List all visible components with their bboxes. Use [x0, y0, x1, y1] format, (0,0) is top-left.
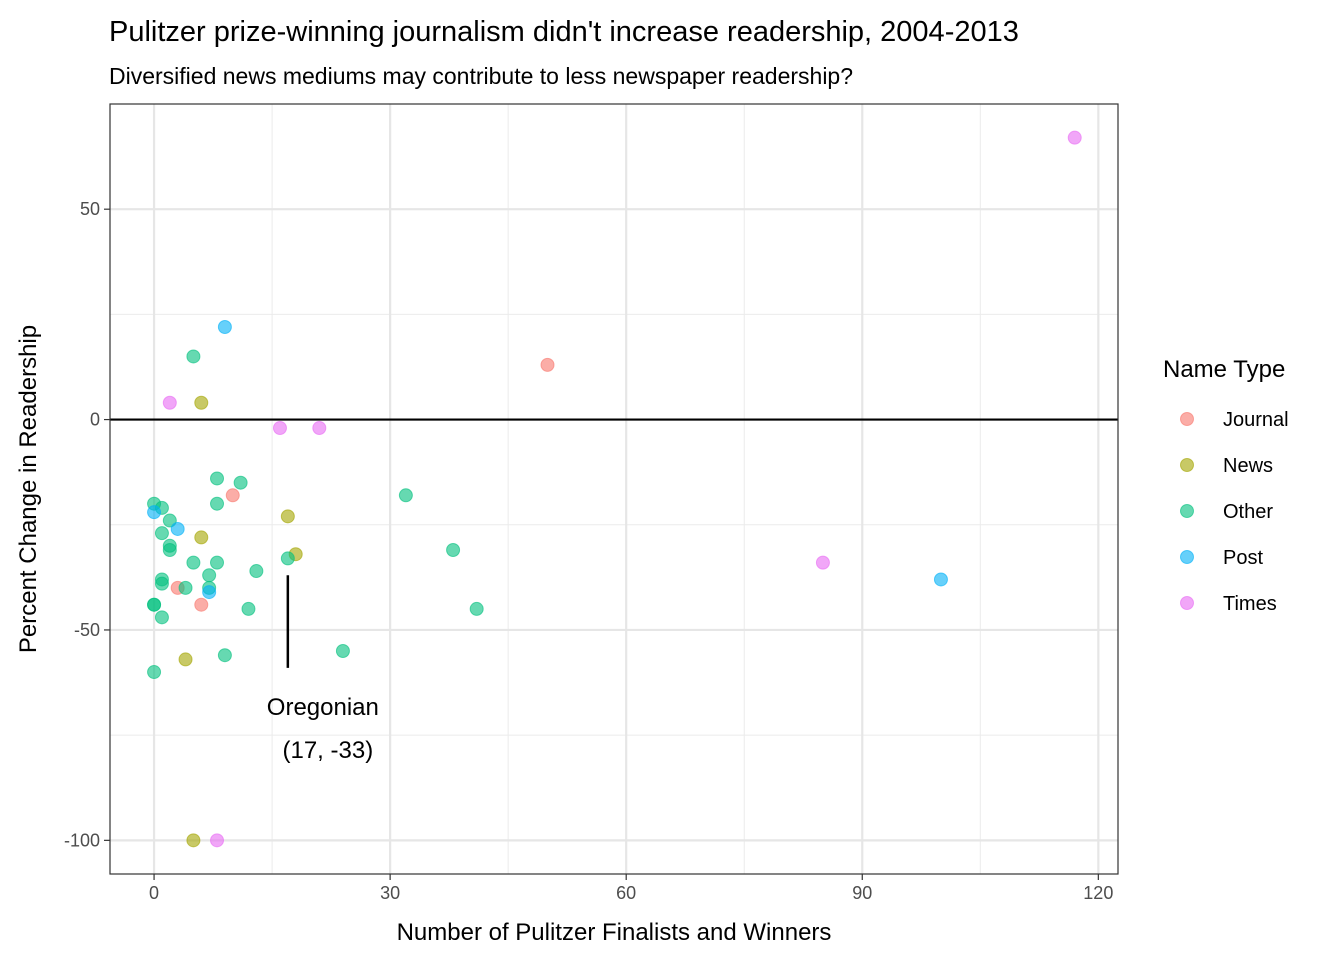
chart-subtitle: Diversified news mediums may contribute …	[109, 63, 853, 89]
point-post	[933, 572, 948, 587]
gridlines	[110, 104, 1118, 874]
legend-label-post: Post	[1223, 547, 1263, 569]
point-news	[194, 530, 209, 545]
point-other	[280, 551, 295, 566]
point-other	[154, 610, 169, 625]
annotation: Oregonian (17, -33)	[267, 575, 379, 764]
legend-label-times: Times	[1223, 593, 1277, 615]
point-times	[312, 420, 327, 435]
point-times	[210, 833, 225, 848]
point-other	[210, 471, 225, 486]
legend: Journal News Other Post Times	[1180, 409, 1289, 615]
legend-label-news: News	[1223, 455, 1273, 477]
y-tick-label: 0	[90, 410, 100, 430]
panel-border	[109, 103, 1119, 875]
y-tick-label: -100	[64, 830, 100, 850]
point-post	[147, 505, 162, 520]
point-journal	[194, 597, 209, 612]
legend-key-news	[1180, 458, 1194, 472]
point-times	[1067, 130, 1082, 145]
point-post	[217, 320, 232, 335]
x-tick-label: 120	[1083, 883, 1113, 903]
legend-label-other: Other	[1223, 501, 1273, 523]
point-other	[147, 665, 162, 680]
point-other	[154, 526, 169, 541]
x-tick-label: 0	[149, 883, 159, 903]
legend-label-journal: Journal	[1223, 409, 1289, 431]
point-other	[202, 568, 217, 583]
point-other	[249, 564, 264, 579]
point-times	[815, 555, 830, 570]
legend-key-journal	[1180, 412, 1194, 426]
point-other	[162, 543, 177, 558]
point-news	[280, 509, 295, 524]
x-axis-label: Number of Pulitzer Finalists and Winners	[397, 919, 832, 946]
point-news	[186, 833, 201, 848]
point-journal	[225, 488, 240, 503]
data-points	[147, 130, 1082, 848]
point-other	[233, 475, 248, 490]
point-other	[217, 648, 232, 663]
axis-ticks: 0 30 60 90 120 -100 -50 0 50	[64, 199, 1113, 903]
x-tick-label: 90	[852, 883, 872, 903]
point-other	[446, 543, 461, 558]
point-post	[202, 585, 217, 600]
legend-key-post	[1180, 550, 1194, 564]
point-news	[194, 395, 209, 410]
y-axis-label: Percent Change in Readership	[15, 325, 42, 653]
point-other	[178, 580, 193, 595]
point-other	[241, 601, 256, 616]
point-times	[162, 395, 177, 410]
point-news	[178, 652, 193, 667]
y-tick-label: -50	[74, 620, 100, 640]
chart-title: Pulitzer prize-winning journalism didn't…	[109, 16, 1019, 48]
legend-key-other	[1180, 504, 1194, 518]
point-post	[170, 521, 185, 536]
point-other	[398, 488, 413, 503]
point-other	[210, 555, 225, 570]
point-other	[147, 597, 162, 612]
annotation-label: Oregonian	[267, 694, 379, 721]
annotation-coords: (17, -33)	[282, 737, 373, 764]
point-other	[469, 601, 484, 616]
x-tick-label: 60	[616, 883, 636, 903]
point-other	[186, 349, 201, 364]
point-other	[154, 576, 169, 591]
point-other	[186, 555, 201, 570]
legend-title: Name Type	[1163, 356, 1285, 383]
point-other	[335, 643, 350, 658]
point-times	[272, 420, 287, 435]
point-journal	[540, 357, 555, 372]
point-other	[210, 496, 225, 511]
x-tick-label: 30	[380, 883, 400, 903]
y-tick-label: 50	[80, 199, 100, 219]
legend-key-times	[1180, 596, 1194, 610]
